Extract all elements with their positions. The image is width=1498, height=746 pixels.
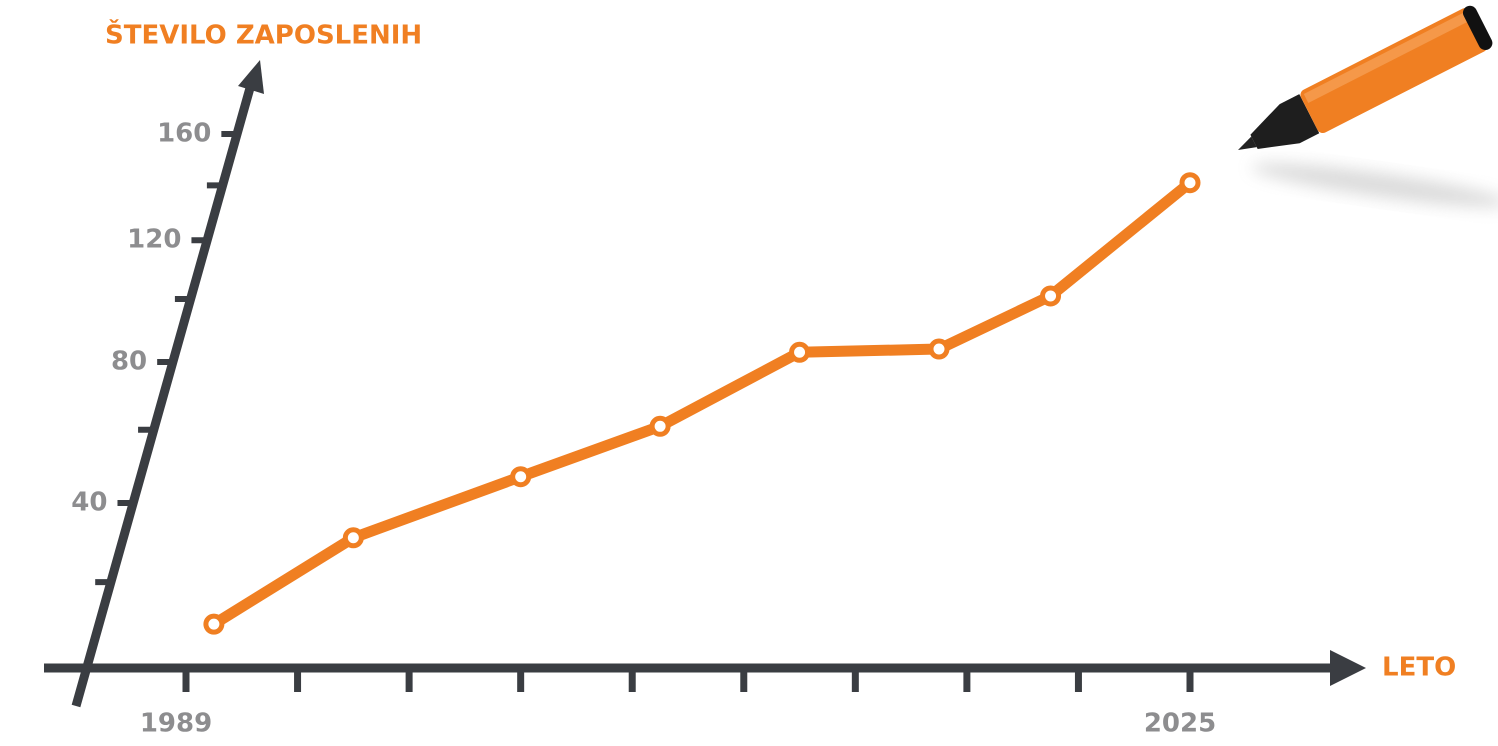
pen-barrel bbox=[1298, 6, 1489, 135]
point bbox=[1182, 175, 1198, 191]
point bbox=[1043, 288, 1059, 304]
pen-body bbox=[1227, 3, 1495, 171]
line bbox=[214, 183, 1190, 624]
y-tick-label: 80 bbox=[111, 347, 147, 377]
x-arrow bbox=[1330, 650, 1366, 686]
x-tick-label: 1989 bbox=[140, 709, 212, 739]
x-axis-label: LETO bbox=[1382, 653, 1456, 683]
point bbox=[792, 344, 808, 360]
point bbox=[652, 418, 668, 434]
point bbox=[206, 616, 222, 632]
y-tick-label: 120 bbox=[127, 225, 181, 255]
marker-pen bbox=[1227, 3, 1498, 215]
chart: ŠTEVILO ZAPOSLENIH LETO 40 80 120 160 1989 20… bbox=[0, 0, 1498, 746]
y-tick-label: 160 bbox=[157, 119, 211, 149]
point bbox=[345, 530, 361, 546]
point bbox=[513, 469, 529, 485]
pen-shadow bbox=[1250, 155, 1498, 215]
x-tick-label: 2025 bbox=[1144, 709, 1216, 739]
y-arrow bbox=[238, 60, 264, 94]
y-tick-label: 40 bbox=[71, 487, 107, 517]
point bbox=[931, 341, 947, 357]
page: ŠTEVILO ZAPOSLENIH LETO 40 80 120 160 1989 20… bbox=[0, 0, 1498, 746]
y-axis-label: ŠTEVILO ZAPOSLENIH bbox=[105, 19, 422, 51]
